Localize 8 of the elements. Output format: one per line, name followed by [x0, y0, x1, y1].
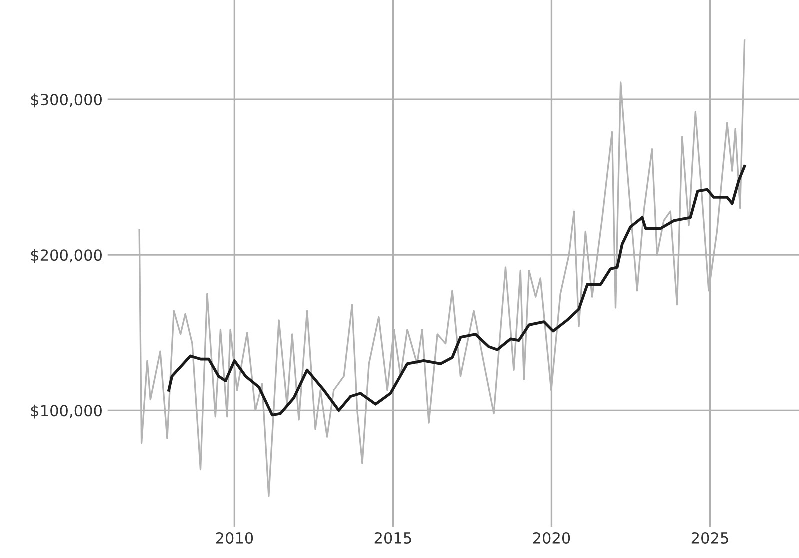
x-tick-label: 2010 — [216, 532, 254, 544]
y-tick-label: $100,000 — [31, 404, 102, 419]
x-tick-label: 2020 — [533, 532, 570, 544]
y-tick-label: $200,000 — [31, 249, 102, 264]
x-tick-label: 2015 — [374, 532, 412, 544]
line-series — [168, 165, 746, 417]
x-tick-label: 2025 — [692, 532, 728, 544]
y-tick-label: $300,000 — [31, 94, 102, 108]
